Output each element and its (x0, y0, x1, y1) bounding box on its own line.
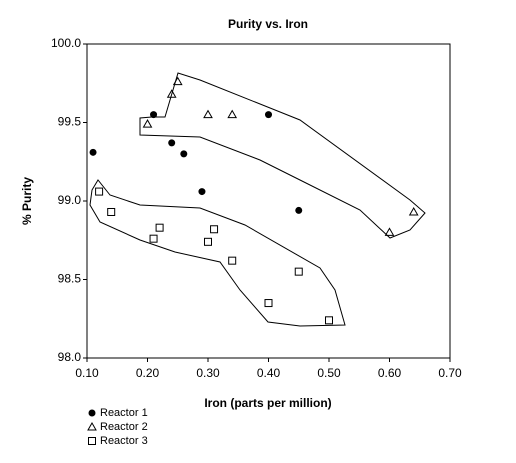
y-tick-label: 100.0 (51, 36, 81, 50)
point (384, 227, 395, 236)
group-outline (139, 72, 426, 239)
point (295, 206, 303, 214)
legend-label: Reactor 3 (100, 435, 148, 447)
y-tick-label: 99.0 (58, 193, 82, 207)
point (172, 76, 183, 86)
legend-marker (88, 437, 96, 445)
point (89, 148, 97, 156)
x-axis-label: Iron (parts per million) (204, 396, 331, 410)
point (264, 299, 273, 308)
point (210, 225, 219, 234)
legend-label: Reactor 2 (100, 421, 148, 433)
point (325, 316, 333, 325)
legend-marker (87, 421, 97, 431)
group-outline (89, 179, 346, 327)
point (203, 109, 213, 119)
point (408, 206, 419, 216)
point (180, 150, 188, 158)
x-tick-label: 0.40 (257, 366, 281, 380)
y-tick-label: 98.0 (58, 350, 82, 364)
point (265, 111, 272, 119)
point (107, 207, 116, 216)
legend-marker (88, 409, 96, 417)
point (142, 119, 153, 128)
point (227, 109, 238, 119)
point (228, 256, 237, 265)
plot-frame (86, 43, 451, 359)
y-axis-label: % Purity (20, 177, 34, 225)
legend-label: Reactor 1 (100, 407, 148, 419)
y-tick-label: 98.5 (58, 272, 82, 286)
point (95, 187, 104, 196)
point (149, 234, 158, 243)
y-tick-label: 99.5 (58, 115, 82, 129)
x-tick-label: 0.60 (378, 366, 402, 380)
point (166, 89, 177, 98)
point (294, 267, 303, 276)
x-tick-label: 0.20 (136, 366, 160, 380)
x-tick-label: 0.70 (438, 366, 462, 380)
chart-title: Purity vs. Iron (228, 17, 308, 31)
x-tick-label: 0.10 (75, 366, 99, 380)
point (150, 111, 158, 119)
point (198, 188, 206, 196)
point (155, 223, 164, 232)
x-tick-label: 0.30 (196, 366, 220, 380)
point (168, 139, 176, 147)
x-tick-label: 0.50 (317, 366, 341, 380)
point (204, 237, 212, 246)
